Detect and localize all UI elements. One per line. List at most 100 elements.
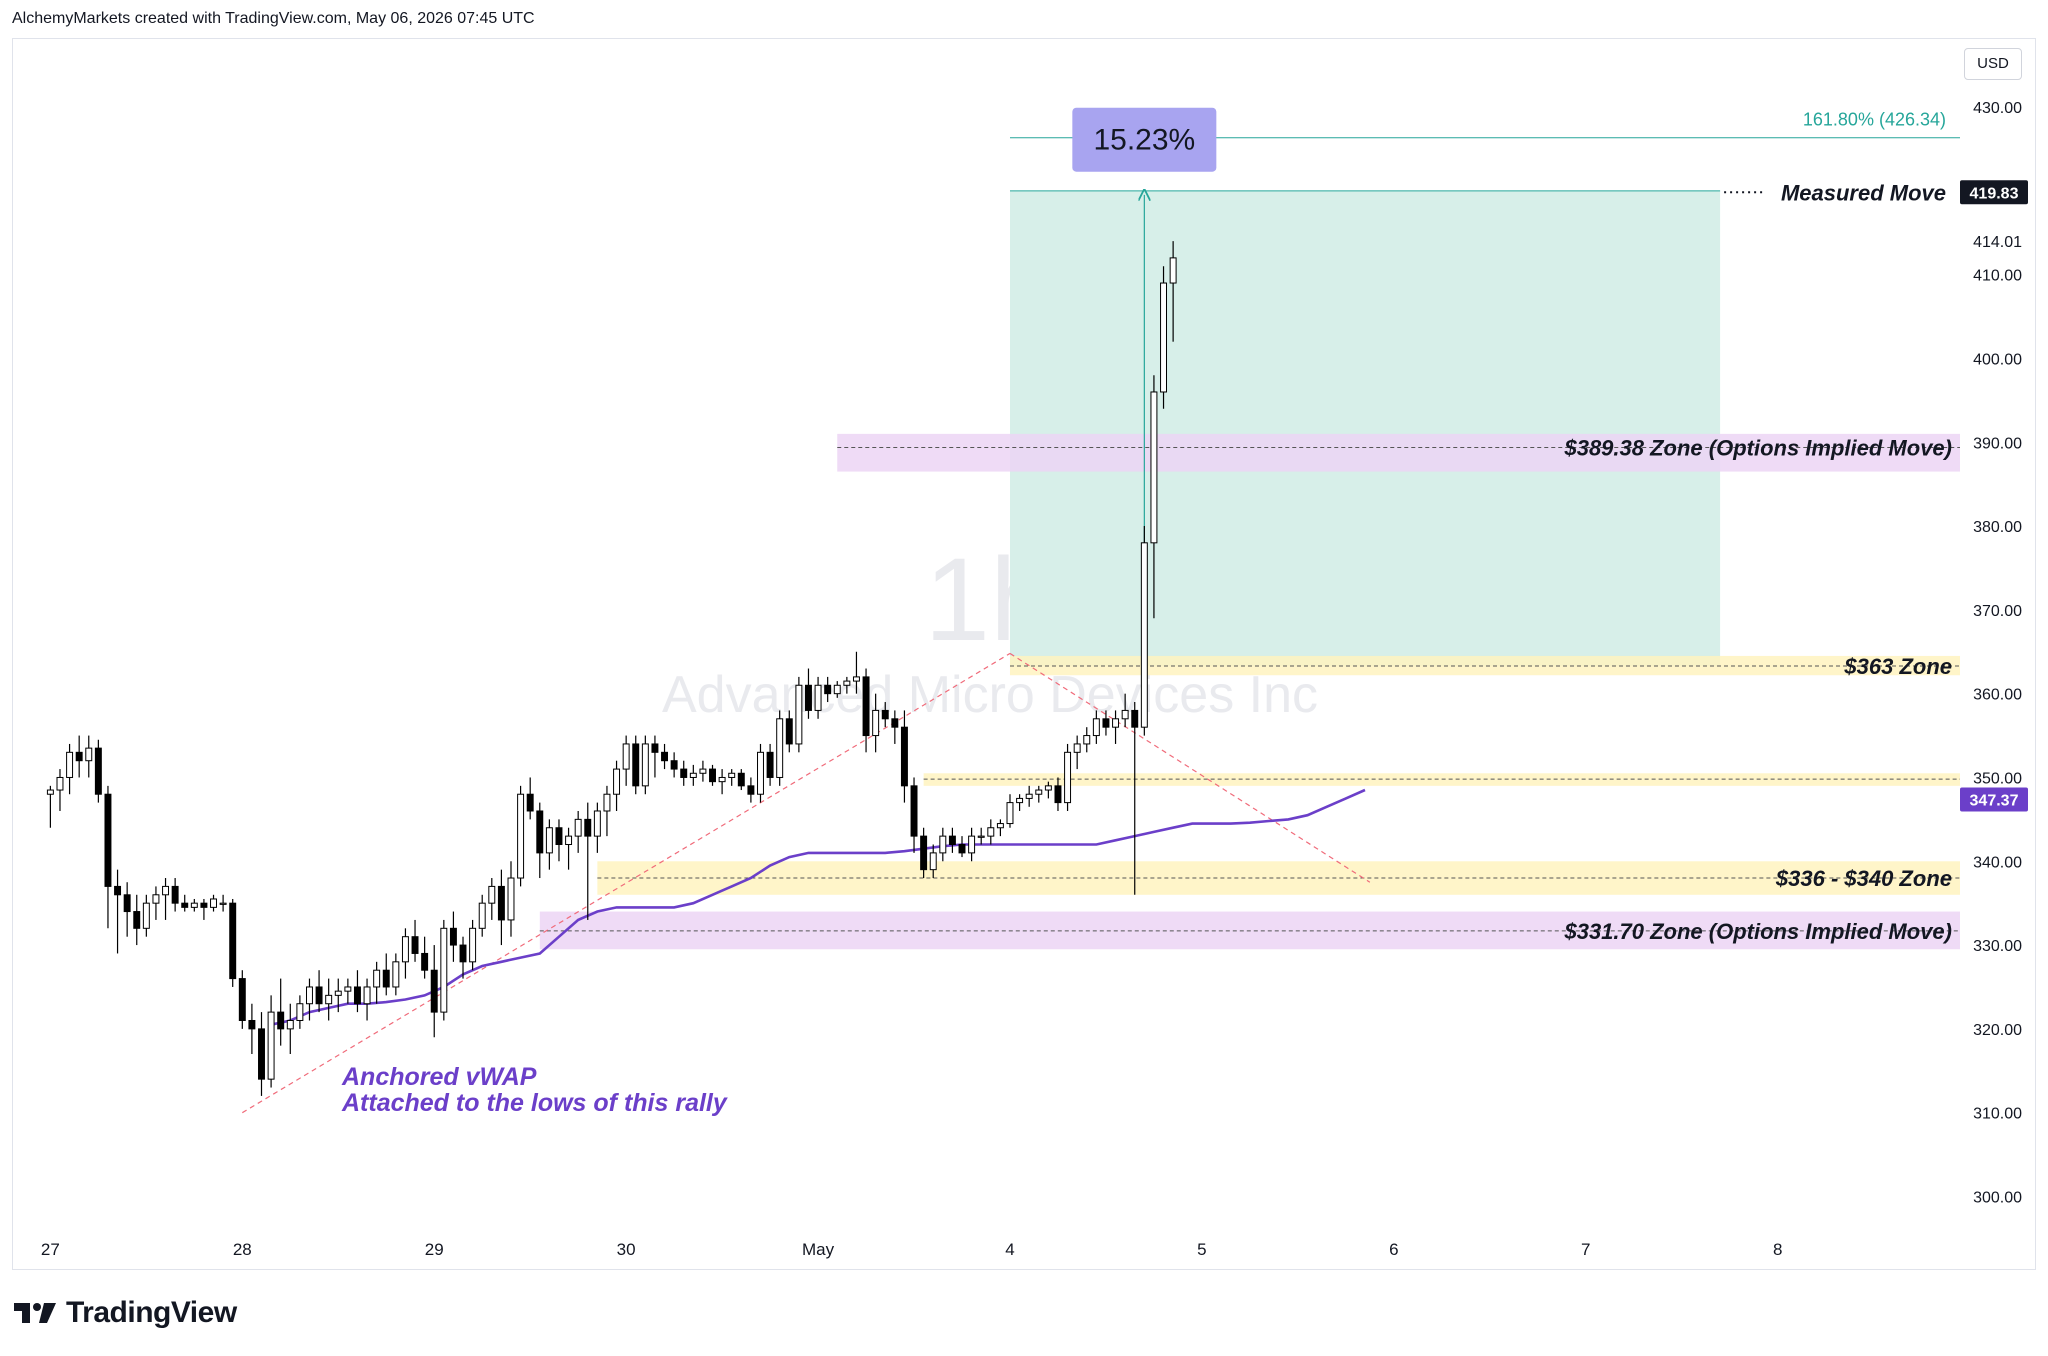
candle-body	[114, 885, 122, 896]
candle-body	[814, 684, 822, 711]
zone-label: $331.70 Zone (Options Implied Move)	[1563, 919, 1952, 944]
candle-body	[728, 772, 736, 778]
candle-body	[229, 902, 237, 980]
candle-body	[238, 978, 246, 1021]
y-tick-label: 350.00	[1973, 770, 2022, 787]
candle-body	[584, 818, 592, 837]
candle-body	[603, 793, 611, 812]
zone-label: $389.38 Zone (Options Implied Move)	[1563, 435, 1952, 460]
candle-body	[622, 743, 630, 770]
candle-body	[94, 747, 102, 795]
candle-body	[1073, 743, 1081, 753]
candle-body	[910, 785, 918, 837]
candle-body	[469, 927, 477, 963]
y-tick-label: 430.00	[1973, 100, 2022, 117]
candle-body	[421, 952, 429, 971]
y-tick-label: 370.00	[1973, 603, 2022, 620]
candle-body	[56, 776, 64, 791]
candle-body	[891, 718, 899, 728]
candle-body	[1169, 257, 1177, 284]
candle-body	[881, 709, 889, 720]
candle-body	[776, 718, 784, 778]
candle-body	[1035, 789, 1043, 795]
candle-body	[1112, 718, 1120, 728]
candle-body	[987, 827, 995, 837]
candle-body	[929, 852, 937, 871]
candle-body	[334, 990, 342, 996]
vwap-price-tag-bg	[1960, 787, 2028, 812]
tradingview-logo: TradingView	[14, 1296, 237, 1330]
candle-body	[526, 793, 534, 812]
candle-body	[181, 902, 189, 908]
last-price-tag-bg	[1960, 180, 2028, 205]
candle-body	[517, 793, 525, 879]
candle-body	[833, 684, 841, 695]
zone-band	[1009, 655, 1960, 676]
x-tick-label: 27	[41, 1240, 60, 1259]
candle-body	[613, 768, 621, 795]
candle-body	[795, 684, 803, 745]
candle-body	[1016, 797, 1024, 804]
candle-body	[152, 894, 160, 904]
candle-body	[325, 994, 333, 1005]
candle-body	[344, 986, 352, 992]
candle-body	[277, 1011, 285, 1030]
x-tick-label: 7	[1581, 1240, 1590, 1259]
candle-body	[862, 676, 870, 737]
candle-body	[488, 885, 496, 904]
candle-body	[440, 927, 448, 1013]
candle-body	[1064, 751, 1072, 804]
y-tick-label: 380.00	[1973, 519, 2022, 536]
x-tick-label: 28	[233, 1240, 252, 1259]
candle-body	[545, 827, 553, 854]
candle-body	[680, 768, 688, 778]
candle-body	[1044, 785, 1052, 791]
candle-body	[1160, 282, 1168, 393]
y-tick-label: 340.00	[1973, 854, 2022, 871]
tradingview-logo-icon	[14, 1303, 56, 1323]
candle-body	[939, 835, 947, 854]
chart-frame	[12, 38, 2036, 1270]
candle-body	[1150, 391, 1158, 544]
candle-body	[555, 827, 563, 846]
candle-body	[977, 835, 985, 838]
candle-body	[162, 885, 170, 896]
candle-body	[661, 751, 669, 762]
candle-body	[718, 776, 726, 783]
candle-body	[766, 751, 774, 778]
candle-body	[200, 902, 208, 908]
watermark-symbol-name: Advanced Micro Devices Inc	[662, 666, 1318, 724]
candle-body	[536, 810, 544, 854]
zone-label: $336 - $340 Zone	[1775, 866, 1952, 891]
candle-body	[267, 1011, 275, 1080]
candle-body	[373, 969, 381, 988]
candle-body	[46, 789, 54, 795]
y-tick-label: 390.00	[1973, 435, 2022, 452]
candle-body	[785, 718, 793, 745]
y-tick-label: 320.00	[1973, 1022, 2022, 1039]
x-tick-label: 30	[617, 1240, 636, 1259]
zone-band	[837, 433, 1960, 472]
currency-button[interactable]: USD	[1964, 48, 2022, 80]
candle-body	[804, 684, 812, 711]
candle-body	[142, 902, 150, 929]
candle-body	[104, 793, 112, 887]
candle-body	[478, 902, 486, 929]
candle-body	[392, 961, 400, 988]
candle-body	[171, 885, 179, 904]
candle-body	[401, 936, 409, 963]
candle-body	[306, 986, 313, 1005]
candle-body	[824, 684, 832, 695]
zone-label: $363 Zone	[1843, 654, 1952, 679]
candle-body	[565, 835, 573, 846]
candle-body	[737, 772, 745, 787]
candle-body	[507, 877, 515, 921]
candle-body	[382, 969, 390, 988]
last-price-tag: 419.83	[1970, 185, 2019, 202]
y-tick-label: 300.00	[1973, 1189, 2022, 1206]
candle-body	[872, 709, 880, 737]
candle-body	[1083, 735, 1091, 745]
percent-change-box	[1072, 107, 1217, 172]
y-tick-label: 360.00	[1973, 687, 2022, 704]
